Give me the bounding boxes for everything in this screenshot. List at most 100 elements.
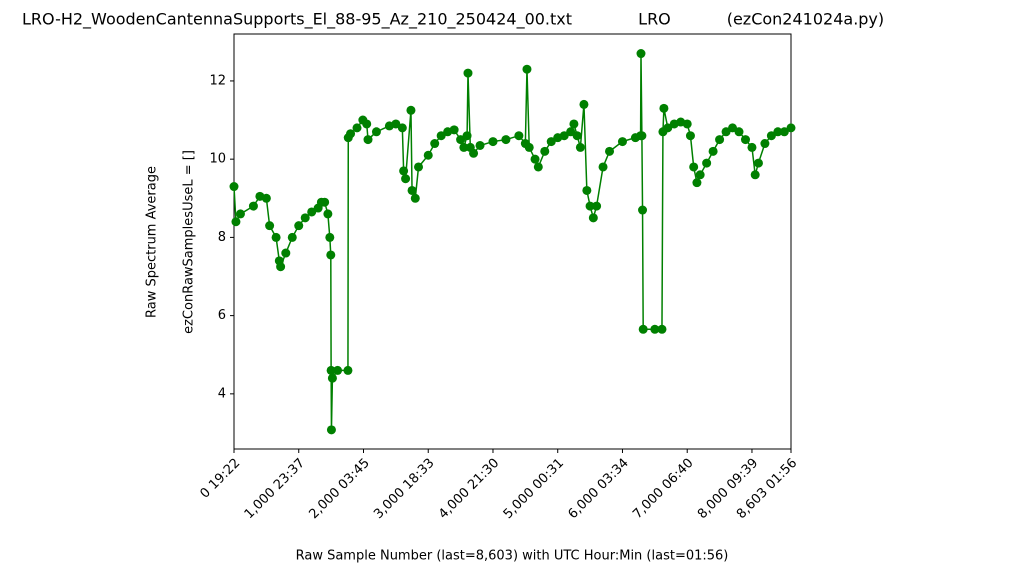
data-point (692, 178, 702, 188)
data-point (530, 154, 540, 164)
data-point (721, 127, 731, 137)
data-point (326, 250, 336, 260)
data-point (371, 127, 381, 137)
data-point (540, 146, 550, 156)
data-point (401, 174, 411, 184)
data-point (585, 201, 595, 211)
data-point (559, 131, 569, 141)
data-point (617, 137, 627, 147)
y-axis-label: Raw Spectrum Average (145, 166, 160, 318)
data-point (294, 221, 304, 231)
data-point (406, 105, 416, 115)
data-point (579, 99, 589, 109)
x-tick-label: 3,000 18:33 (371, 456, 437, 522)
data-point (469, 148, 479, 158)
x-tick-label: 7,000 06:40 (630, 456, 696, 522)
y-tick-label: 12 (209, 73, 226, 88)
x-tick-label: 4,000 21:30 (436, 456, 502, 522)
data-point (605, 146, 615, 156)
data-point (766, 131, 776, 141)
data-point (352, 123, 362, 133)
data-point (363, 135, 373, 145)
data-point (650, 324, 660, 334)
data-point (760, 139, 770, 149)
data-point (456, 135, 466, 145)
data-point (588, 213, 598, 223)
data-point (740, 135, 750, 145)
data-point (430, 139, 440, 149)
data-point (436, 131, 446, 141)
data-point (463, 68, 473, 78)
data-point (582, 185, 592, 195)
data-point (248, 201, 258, 211)
data-point (689, 162, 699, 172)
x-tick-label: 5,000 00:31 (501, 456, 567, 522)
y-tick-label: 8 (218, 230, 226, 245)
y-axis-label: ezConRawSamplesUseL = [] (182, 150, 197, 334)
data-point (397, 123, 407, 133)
data-point (323, 209, 333, 219)
data-point (575, 142, 585, 152)
data-point (307, 207, 317, 217)
data-point (598, 162, 608, 172)
data-point (546, 137, 556, 147)
data-point (229, 182, 239, 192)
data-point (753, 158, 763, 168)
data-point (231, 217, 241, 227)
data-point (773, 127, 783, 137)
data-point (786, 123, 796, 133)
data-point (734, 127, 744, 137)
data-point (261, 193, 271, 203)
data-point (702, 158, 712, 168)
y-tick-label: 4 (218, 386, 226, 401)
data-point (524, 142, 534, 152)
x-tick-label: 0 19:22 (197, 456, 243, 502)
x-axis-label: Raw Sample Number (last=8,603) with UTC … (296, 549, 729, 564)
data-point (265, 221, 275, 231)
data-point (636, 49, 646, 59)
data-point (728, 123, 738, 133)
data-point (333, 365, 343, 375)
data-point (326, 365, 336, 375)
data-point (287, 232, 297, 242)
data-line (233, 53, 792, 430)
data-point (533, 162, 543, 172)
data-point (501, 135, 511, 145)
data-point (747, 142, 757, 152)
data-point (638, 205, 648, 215)
data-point (414, 162, 424, 172)
data-point (638, 324, 648, 334)
data-point (682, 119, 692, 129)
data-point (327, 373, 337, 383)
data-point (423, 150, 433, 160)
y-tick-label: 6 (218, 308, 226, 323)
data-point (708, 146, 718, 156)
data-point (362, 119, 372, 129)
data-point (462, 131, 472, 141)
plot-frame (233, 33, 792, 450)
data-point (715, 135, 725, 145)
data-point (343, 365, 353, 375)
data-point (695, 170, 705, 180)
data-point (663, 123, 673, 133)
data-point (572, 131, 582, 141)
x-tick-label: 2,000 03:45 (306, 456, 372, 522)
data-point (407, 185, 417, 195)
data-point (325, 232, 335, 242)
data-point (659, 103, 669, 113)
data-point (779, 127, 789, 137)
data-point (281, 248, 291, 258)
data-point (750, 170, 760, 180)
data-point (235, 209, 245, 219)
data-point (391, 119, 401, 129)
data-point (685, 131, 695, 141)
data-point (346, 129, 356, 139)
data-point (271, 232, 281, 242)
data-point (475, 140, 485, 150)
data-point (522, 64, 532, 74)
data-point (657, 324, 667, 334)
data-point (410, 193, 420, 203)
x-tick-label: 6,000 03:34 (565, 456, 631, 522)
